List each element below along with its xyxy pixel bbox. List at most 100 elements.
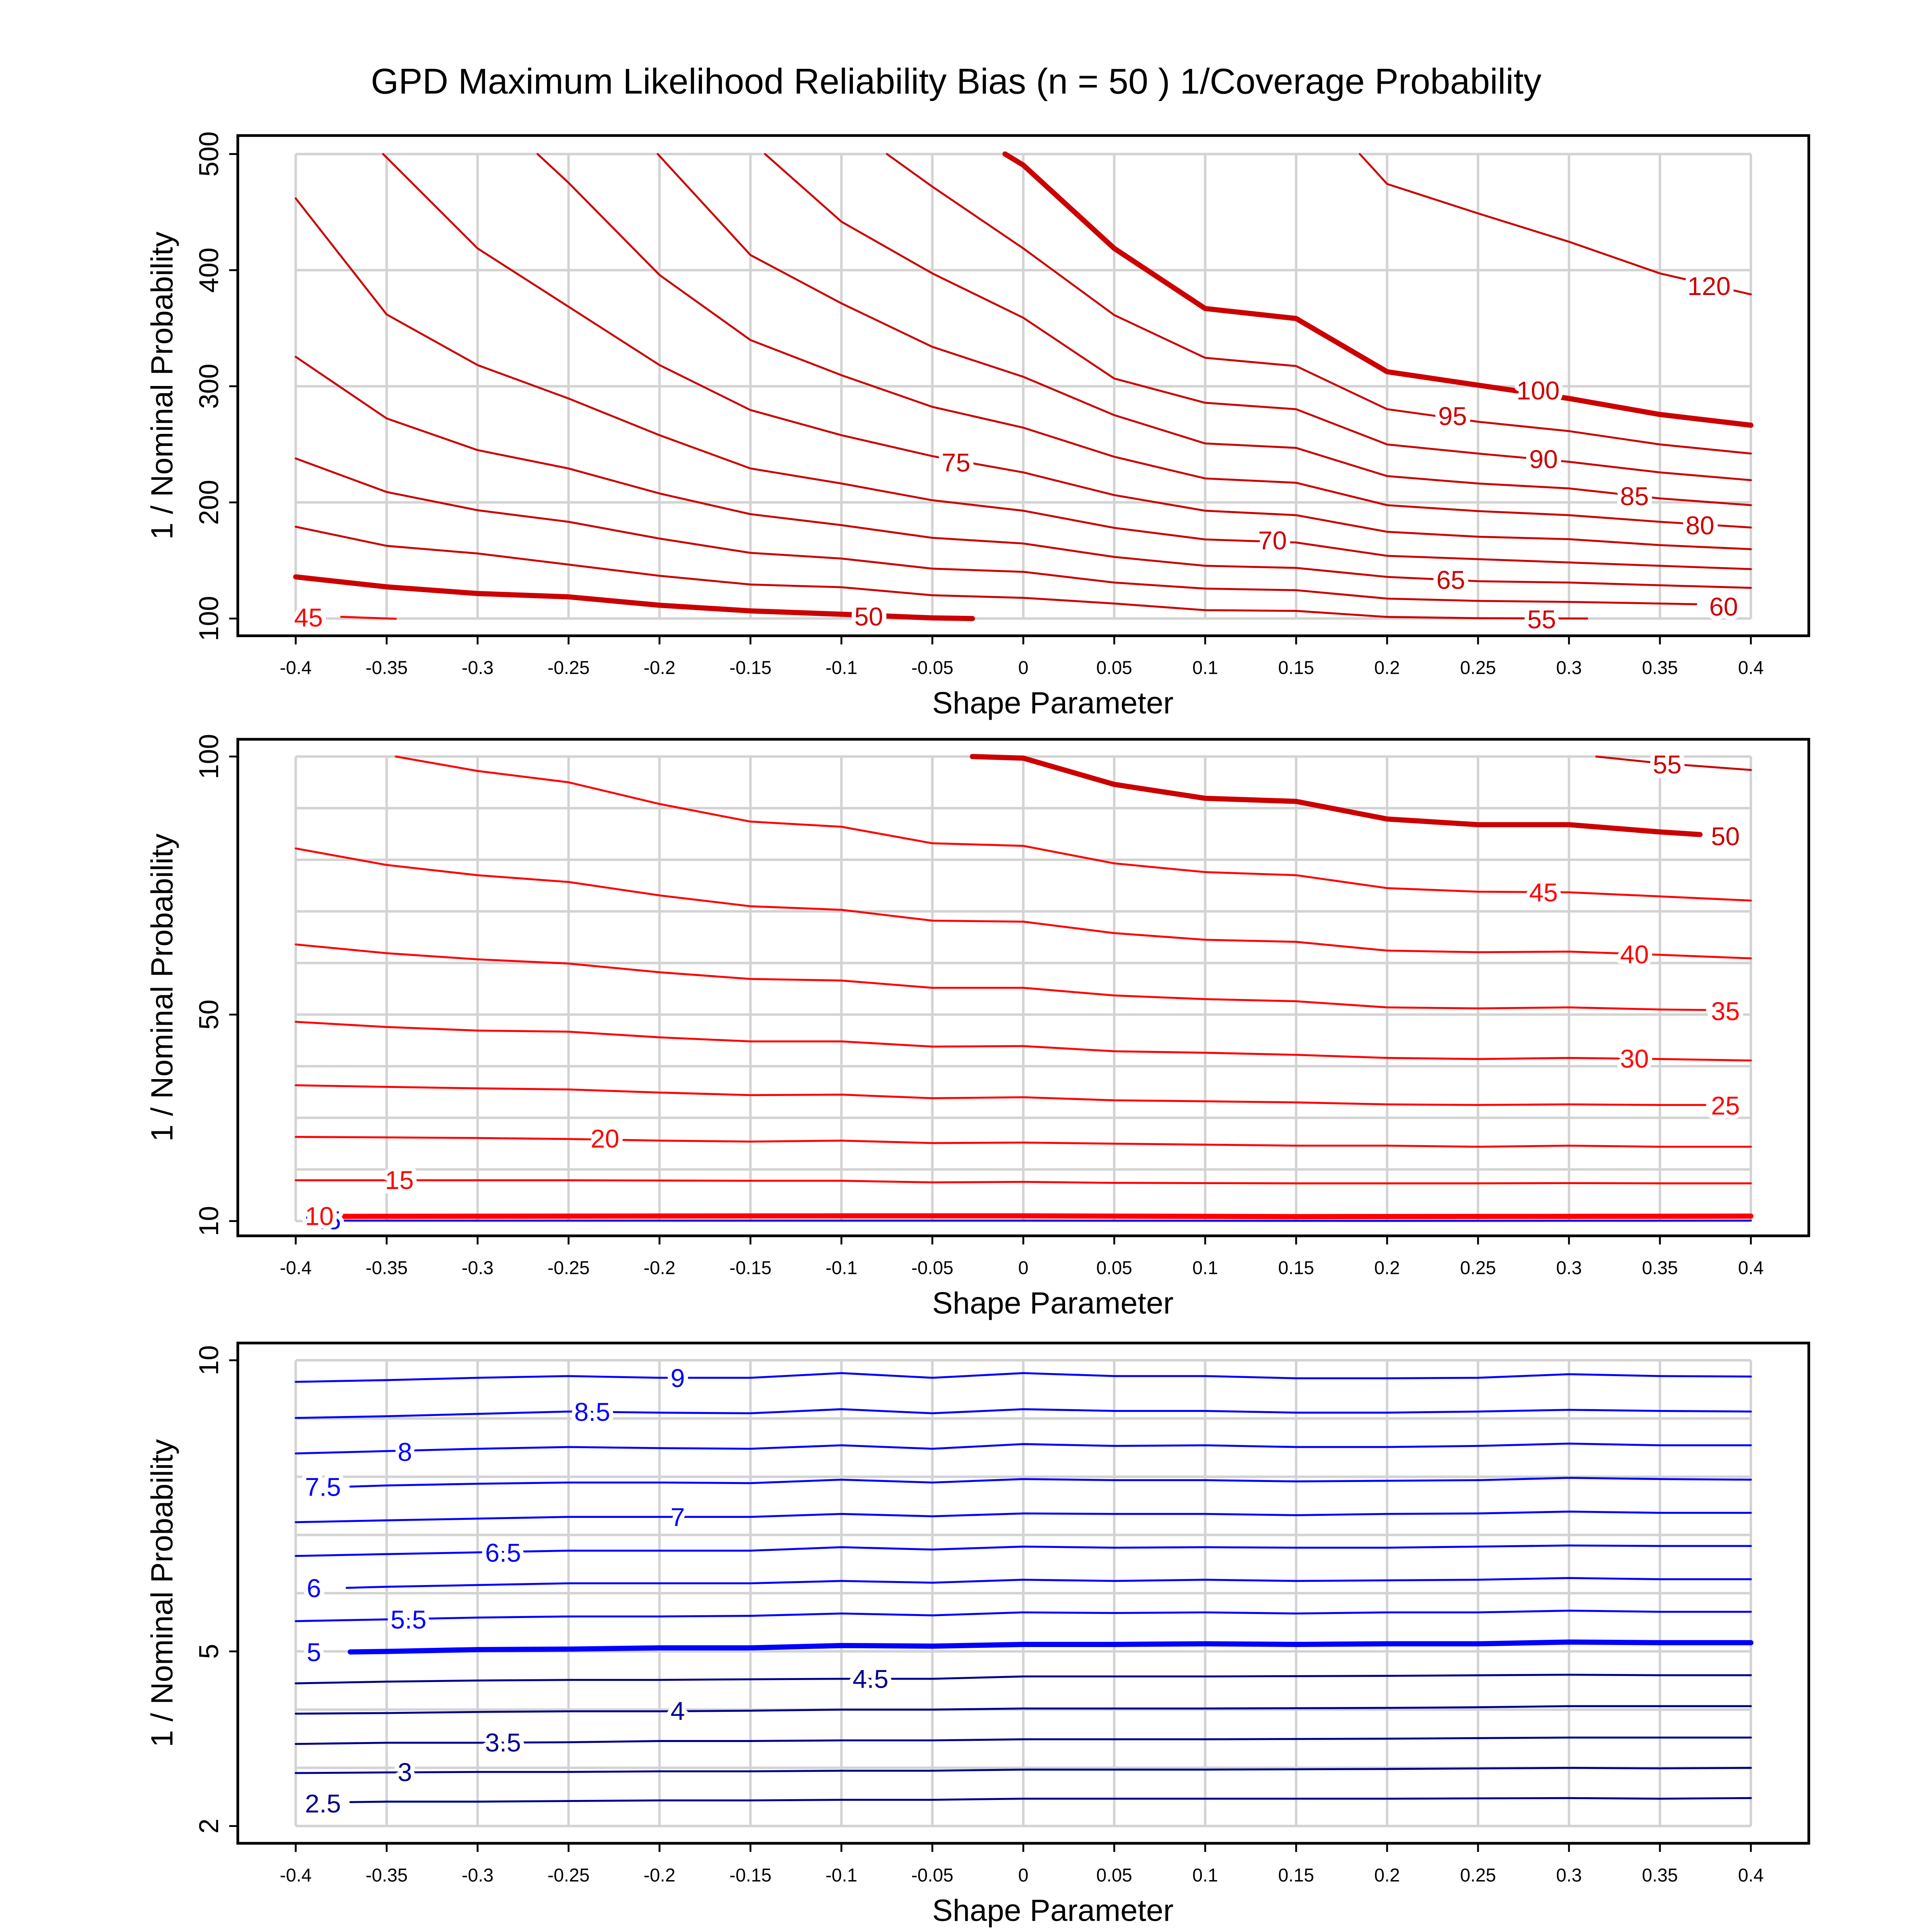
x-tick-label: 0.25 bbox=[1460, 1864, 1496, 1885]
contour-label-35: 35 bbox=[1711, 997, 1740, 1026]
x-tick-label: -0.4 bbox=[280, 657, 312, 678]
contour-line-8-5 bbox=[295, 1408, 1752, 1419]
x-tick-label: -0.15 bbox=[729, 657, 772, 678]
x-tick-label: -0.2 bbox=[644, 1864, 675, 1885]
contour-line-55 bbox=[295, 526, 1588, 620]
contour-label-45: 45 bbox=[294, 603, 323, 632]
contour-label-8: 8 bbox=[398, 1438, 412, 1467]
contour-line-4-5 bbox=[295, 1674, 1752, 1684]
x-tick-label: 0.25 bbox=[1460, 657, 1496, 678]
contour-line-4 bbox=[295, 1705, 1752, 1715]
x-tick-label: 0 bbox=[1018, 657, 1029, 678]
contour-line-85 bbox=[656, 153, 1752, 506]
y-tick-label: 200 bbox=[194, 480, 224, 525]
x-tick-label: 0 bbox=[1018, 1257, 1029, 1278]
contour-line-2-5 bbox=[349, 1797, 1752, 1803]
x-axis: -0.4 -0.35 -0.3 -0.25 -0.2 -0.15 -0.1 -0.05 0 0.0… bbox=[280, 1236, 1764, 1320]
contour-line-10 bbox=[339, 1213, 1754, 1220]
contour-labels: 45 50 55 60 65 70 75 80 85 90 95 100 120 bbox=[290, 267, 1742, 638]
x-tick-label: -0.15 bbox=[729, 1864, 772, 1885]
x-tick-label: 0.2 bbox=[1374, 1864, 1400, 1885]
contour-labels: 2.5 3 3.5 4 4.5 5 5.5 6 6.5 7 7.5 8 8.5 9 bbox=[301, 1359, 893, 1823]
contour-label-4: 4 bbox=[671, 1697, 685, 1726]
contour-label-15: 15 bbox=[385, 1166, 414, 1195]
contour-label-3-5: 3.5 bbox=[485, 1728, 521, 1757]
x-tick-label: 0.25 bbox=[1460, 1257, 1496, 1278]
contour-label-25: 25 bbox=[1711, 1091, 1740, 1120]
y-axis: 2 5 10 1 / Nominal Probability bbox=[145, 1345, 238, 1833]
contour-label-45: 45 bbox=[1529, 878, 1558, 907]
contour-line-95 bbox=[886, 153, 1752, 455]
contour-label-6-5: 6.5 bbox=[485, 1538, 521, 1567]
x-tick-label: -0.3 bbox=[462, 1257, 493, 1278]
x-tick-label: 0.3 bbox=[1556, 1257, 1582, 1278]
x-tick-label: 0.35 bbox=[1642, 1257, 1678, 1278]
y-tick-label: 100 bbox=[194, 596, 224, 641]
y-tick-label: 100 bbox=[194, 734, 224, 779]
contour-label-120: 120 bbox=[1687, 272, 1730, 301]
contour-label-20: 20 bbox=[590, 1124, 619, 1153]
x-tick-label: -0.05 bbox=[911, 657, 954, 678]
contour-line-80 bbox=[537, 153, 1752, 528]
contour-line-3 bbox=[295, 1767, 1752, 1774]
y-tick-label: 300 bbox=[194, 364, 224, 409]
x-tick-label: -0.05 bbox=[911, 1257, 954, 1278]
chart-title: GPD Maximum Likelihood Reliability Bias … bbox=[371, 62, 1542, 101]
contour-line-9-5 bbox=[340, 1219, 1752, 1222]
y-tick-label: 2 bbox=[194, 1818, 224, 1833]
contour-label-4-5: 4.5 bbox=[852, 1665, 888, 1694]
x-tick-label: -0.35 bbox=[365, 1864, 408, 1885]
x-tick-label: 0.4 bbox=[1738, 1257, 1764, 1278]
y-axis: 10 50 100 1 / Nominal Probability bbox=[145, 734, 238, 1236]
x-axis: -0.4 -0.35 -0.3 -0.25 -0.2 -0.15 -0.1 -0.05 0 0.0… bbox=[280, 636, 1764, 720]
x-tick-label: 0.4 bbox=[1738, 1864, 1764, 1885]
contour-line-40 bbox=[295, 847, 1752, 960]
y-tick-label: 50 bbox=[194, 999, 224, 1030]
x-tick-label: 0.35 bbox=[1642, 657, 1678, 678]
y-axis: 100 200 300 400 500 1 / Nominal Probability bbox=[145, 131, 238, 641]
contour-line-120 bbox=[1358, 153, 1752, 295]
x-tick-label: -0.4 bbox=[280, 1257, 312, 1278]
contour-line-100 bbox=[1002, 151, 1754, 428]
contour-line-9 bbox=[295, 1372, 1752, 1383]
contour-label-9: 9 bbox=[671, 1364, 685, 1393]
contour-line-7 bbox=[295, 1511, 1752, 1523]
x-tick-label: 0.1 bbox=[1192, 1864, 1218, 1885]
contour-label-85: 85 bbox=[1620, 482, 1649, 511]
contour-line-50 bbox=[293, 574, 975, 621]
y-axis-title: 1 / Nominal Probability bbox=[145, 833, 180, 1141]
contour-labels: 9.510 15 20 25 30 35 40 45 50 55 bbox=[301, 746, 1744, 1239]
contour-label-50: 50 bbox=[854, 602, 883, 631]
x-tick-label: 0.35 bbox=[1642, 1864, 1678, 1885]
x-axis: -0.4 -0.35 -0.3 -0.25 -0.2 -0.15 -0.1 -0.05 0 0.0… bbox=[280, 1843, 1764, 1928]
contour-label-100: 100 bbox=[1517, 376, 1560, 405]
contour-label-10: 10 bbox=[305, 1202, 334, 1231]
contour-label-55: 55 bbox=[1527, 605, 1556, 634]
contour-label-6: 6 bbox=[307, 1574, 321, 1603]
x-tick-label: 0.05 bbox=[1096, 1864, 1132, 1885]
x-tick-label: -0.25 bbox=[547, 1257, 590, 1278]
contour-label-70: 70 bbox=[1258, 526, 1287, 555]
x-tick-label: 0.15 bbox=[1278, 1864, 1314, 1885]
contour-line-5 bbox=[347, 1639, 1754, 1655]
y-tick-label: 500 bbox=[194, 131, 224, 176]
contour-label-55: 55 bbox=[1653, 750, 1681, 779]
x-tick-label: 0.05 bbox=[1096, 657, 1132, 678]
contour-label-7: 7 bbox=[671, 1503, 685, 1532]
contour-label-5: 5 bbox=[307, 1638, 321, 1667]
contour-label-75: 75 bbox=[941, 448, 970, 477]
contour-line-50 bbox=[970, 754, 1703, 837]
x-tick-label: 0.1 bbox=[1192, 1257, 1218, 1278]
contour-label-80: 80 bbox=[1686, 511, 1714, 540]
contour-line-30 bbox=[295, 1021, 1752, 1062]
contour-line-6-5 bbox=[295, 1544, 1752, 1557]
contour-label-2-5: 2.5 bbox=[305, 1789, 341, 1818]
contour-line-60 bbox=[295, 457, 1697, 605]
contour-label-5-5: 5.5 bbox=[390, 1605, 426, 1634]
x-tick-label: -0.3 bbox=[462, 1864, 493, 1885]
contour-line-45 bbox=[340, 616, 397, 620]
x-tick-label: 0.4 bbox=[1738, 657, 1764, 678]
